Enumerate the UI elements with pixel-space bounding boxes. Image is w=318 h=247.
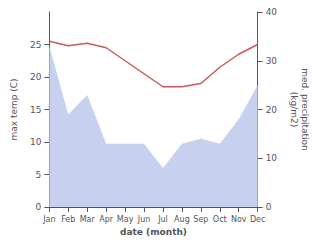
svg-text:med. precipitation: med. precipitation	[300, 68, 310, 150]
svg-text:max temp (C): max temp (C)	[9, 78, 19, 140]
svg-text:Jul: Jul	[157, 215, 168, 224]
svg-text:Jun: Jun	[137, 215, 151, 224]
svg-text:Feb: Feb	[61, 215, 75, 224]
svg-text:25: 25	[30, 40, 41, 50]
svg-text:40: 40	[266, 7, 278, 17]
svg-text:Sep: Sep	[193, 215, 208, 224]
svg-text:15: 15	[30, 105, 41, 115]
svg-text:(kg/m2): (kg/m2)	[289, 92, 299, 127]
svg-text:Aug: Aug	[174, 215, 190, 224]
svg-text:30: 30	[266, 56, 278, 66]
svg-text:Mar: Mar	[80, 215, 96, 224]
svg-text:Oct: Oct	[213, 215, 227, 224]
svg-text:10: 10	[30, 137, 42, 147]
svg-text:10: 10	[266, 153, 278, 163]
svg-text:20: 20	[266, 105, 278, 115]
svg-text:Jan: Jan	[42, 215, 55, 224]
svg-text:May: May	[117, 215, 134, 224]
svg-text:date (month): date (month)	[120, 227, 187, 237]
svg-text:0: 0	[266, 202, 272, 212]
svg-text:Nov: Nov	[231, 215, 247, 224]
svg-text:5: 5	[36, 170, 42, 180]
svg-text:Dec: Dec	[250, 215, 265, 224]
svg-text:20: 20	[30, 72, 42, 82]
svg-text:Apr: Apr	[99, 215, 114, 224]
svg-text:0: 0	[36, 202, 42, 212]
